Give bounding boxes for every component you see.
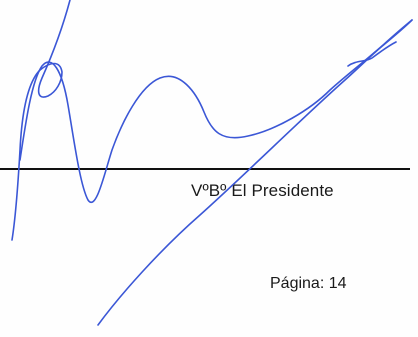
page-number: Página: 14 xyxy=(270,275,347,292)
signer-title: VºBº El Presidente xyxy=(191,181,334,200)
signature-stroke-wave xyxy=(19,19,413,204)
signature-line xyxy=(0,168,410,170)
signature-stroke-diagonal xyxy=(97,19,413,326)
signature-stroke-tail xyxy=(347,41,397,67)
signature-stroke-main xyxy=(11,0,71,241)
